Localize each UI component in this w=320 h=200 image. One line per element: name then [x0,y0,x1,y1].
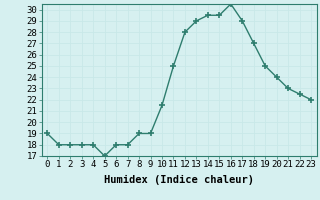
X-axis label: Humidex (Indice chaleur): Humidex (Indice chaleur) [104,175,254,185]
